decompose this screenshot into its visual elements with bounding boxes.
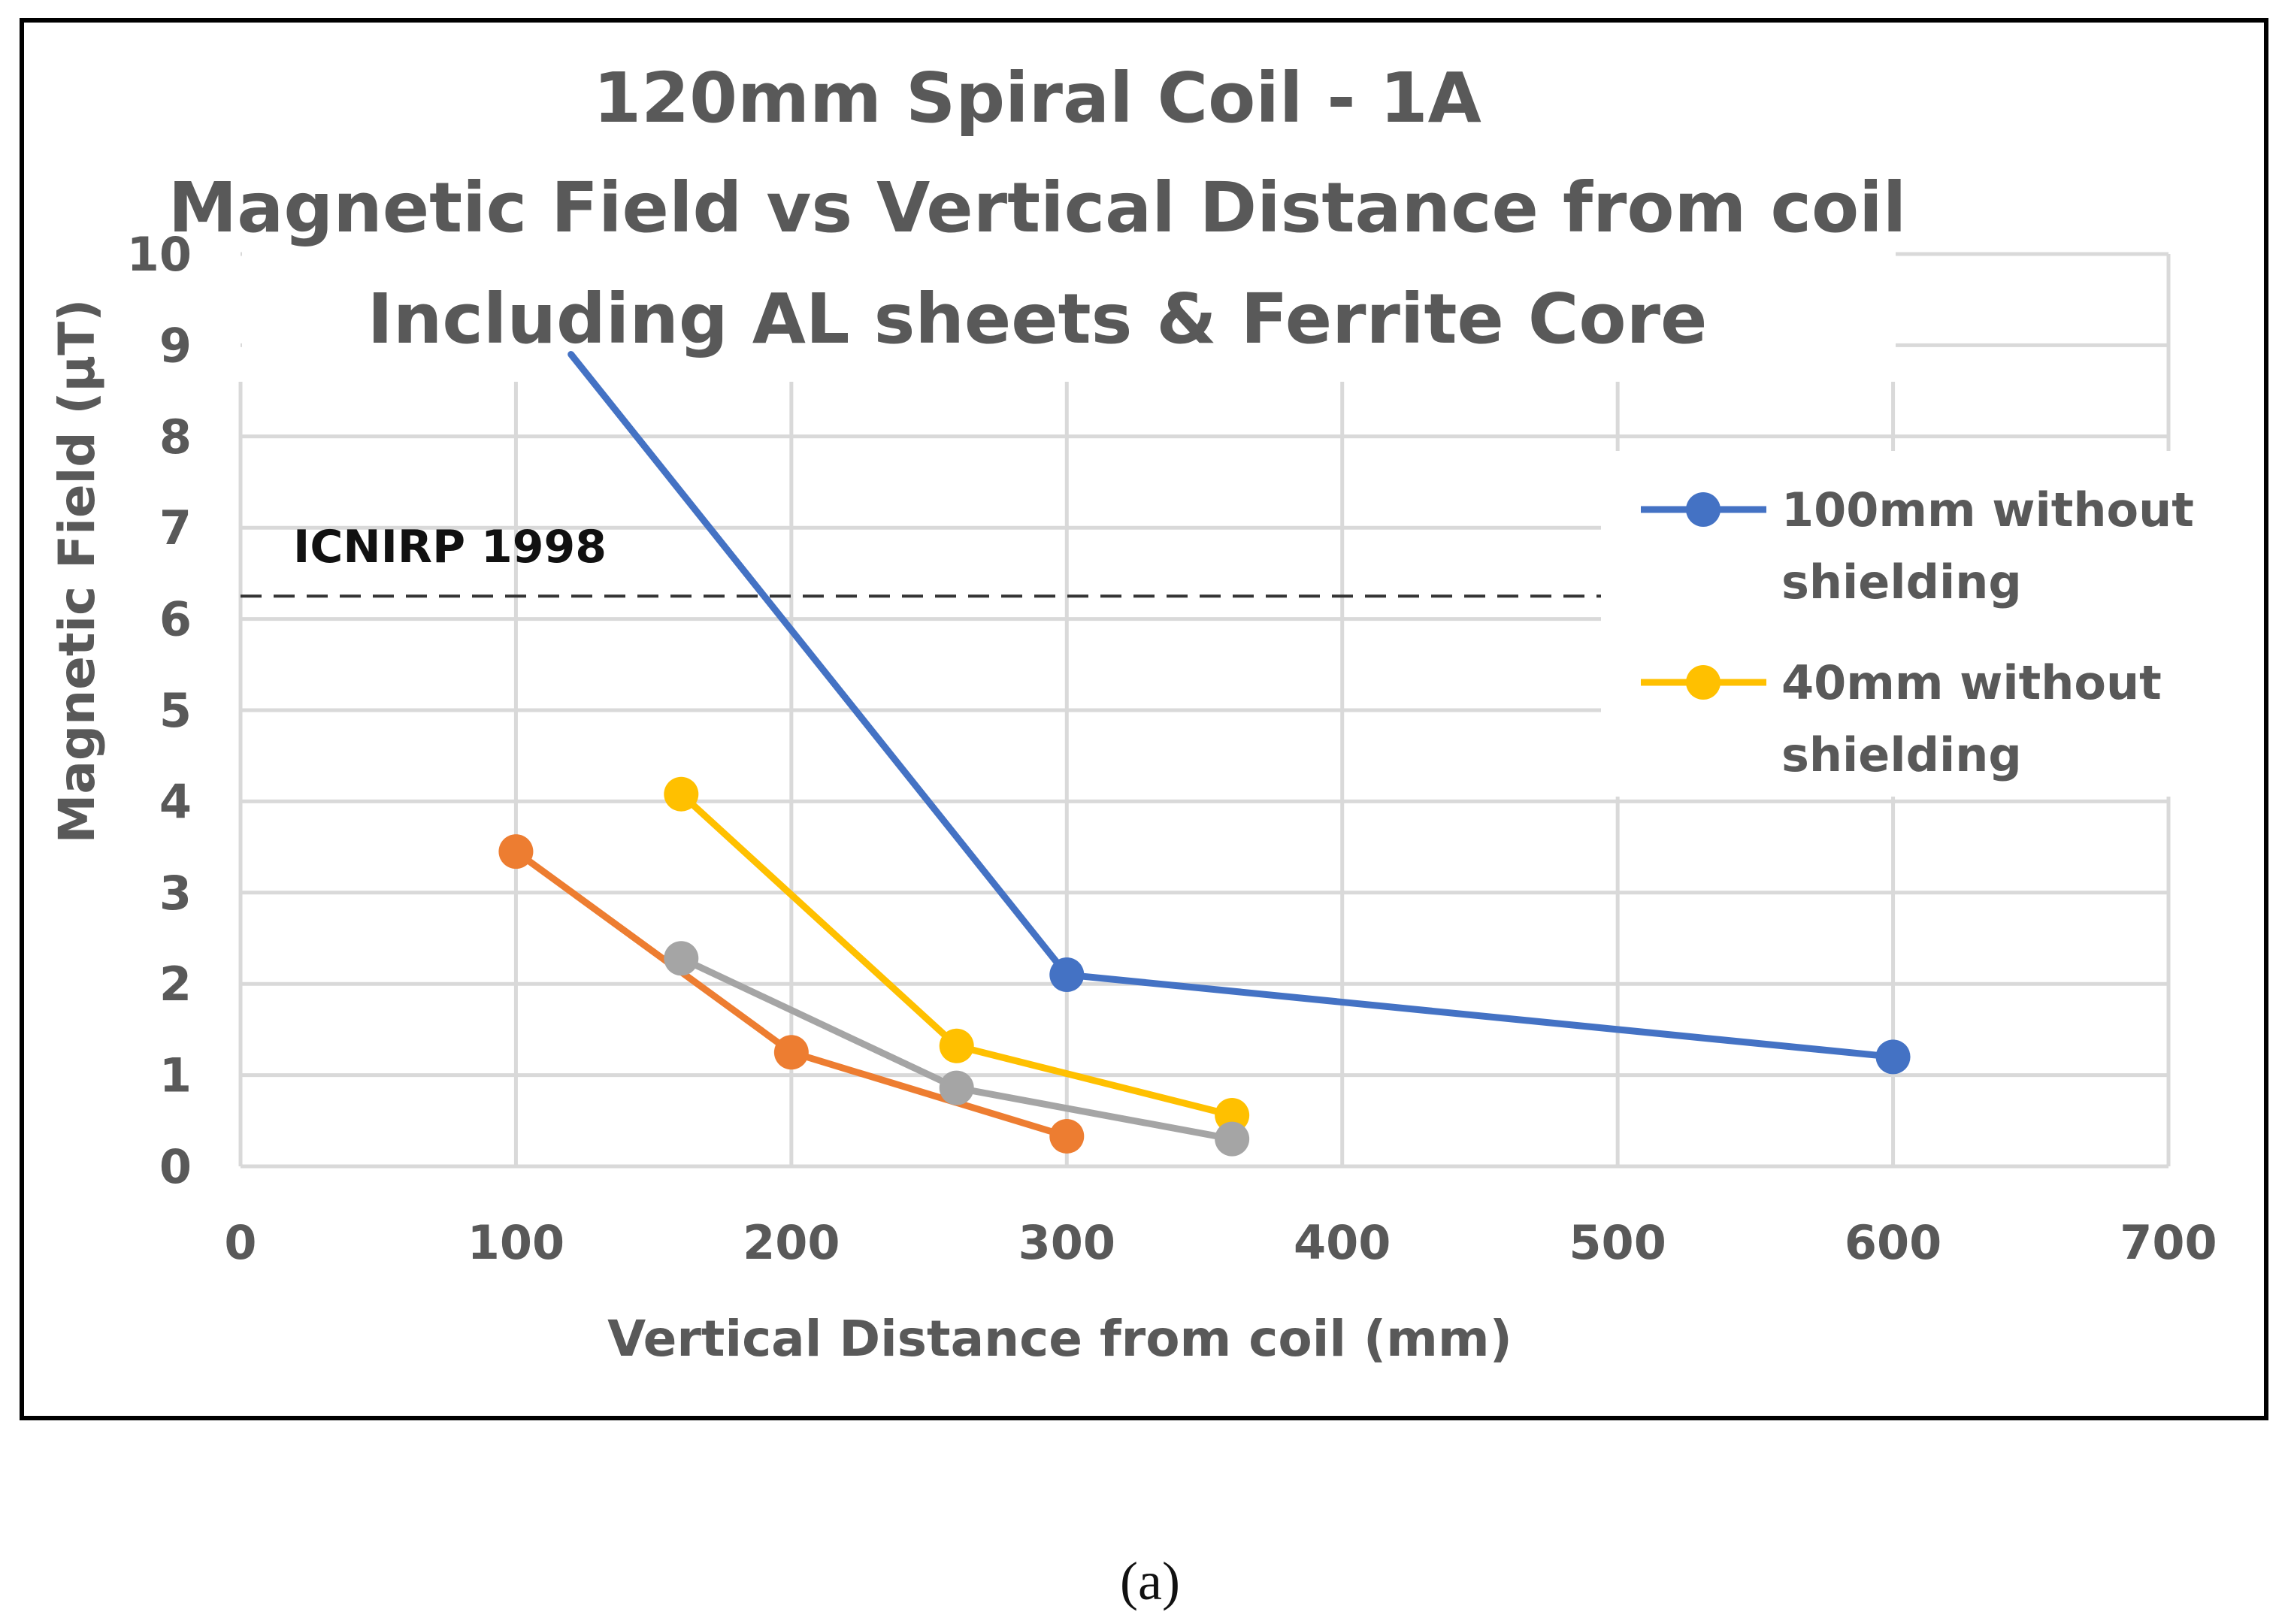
y-axis-label: Magnetic Field (μT) — [48, 299, 106, 844]
chart-title-line: Including AL sheets & Ferrite Core — [368, 279, 1708, 359]
x-tick-label: 200 — [743, 1215, 840, 1270]
figure-caption: (a) — [1120, 1551, 1180, 1611]
y-tick-label: 5 — [159, 683, 192, 738]
data-point — [1049, 957, 1085, 993]
y-tick-label: 9 — [159, 318, 192, 373]
y-tick-label: 7 — [159, 501, 192, 555]
title-background — [242, 239, 1896, 382]
legend-marker — [1686, 492, 1721, 527]
x-tick-label: 600 — [1845, 1215, 1941, 1270]
y-tick-label: 1 — [159, 1048, 192, 1103]
y-tick-label: 2 — [159, 957, 192, 1012]
x-tick-label: 700 — [2120, 1215, 2217, 1270]
legend-label: shielding — [1781, 555, 2022, 609]
y-tick-label: 0 — [159, 1139, 192, 1194]
legend-label: 100mm without — [1781, 482, 2194, 537]
legend-marker — [1686, 665, 1721, 700]
legend-label: shielding — [1781, 727, 2022, 782]
chart-title-line: Magnetic Field vs Vertical Distance from… — [168, 168, 1907, 248]
data-point — [1215, 1098, 1250, 1133]
data-point — [1875, 1039, 1911, 1075]
y-tick-label: 4 — [159, 774, 192, 829]
data-point — [939, 1028, 974, 1063]
chart-title: 120mm Spiral Coil - 1A Magnetic Field vs … — [168, 58, 1907, 359]
data-point — [1215, 1121, 1250, 1157]
legend: 100mm without shielding 40mm without shield… — [1641, 482, 2194, 782]
y-tick-label: 3 — [159, 866, 192, 921]
data-point — [1049, 1118, 1085, 1154]
data-point — [773, 1035, 809, 1070]
chart-title-line: 120mm Spiral Coil - 1A — [593, 58, 1481, 138]
data-point — [939, 1070, 974, 1105]
legend-label: 40mm without — [1781, 655, 2162, 710]
x-tick-label: 400 — [1294, 1215, 1391, 1270]
data-point — [664, 776, 699, 812]
x-tick-label: 100 — [468, 1215, 564, 1270]
reference-line-label: ICNIRP 1998 — [293, 521, 607, 573]
x-tick-label: 500 — [1569, 1215, 1666, 1270]
y-tick-label: 10 — [127, 227, 192, 282]
x-tick-label: 300 — [1018, 1215, 1115, 1270]
series-group — [498, 351, 1911, 1157]
x-tick-label: 0 — [224, 1215, 256, 1270]
y-tick-label: 6 — [159, 592, 192, 647]
data-point — [498, 834, 534, 869]
x-axis-label: Vertical Distance from coil (mm) — [607, 1310, 1512, 1368]
data-point — [664, 941, 699, 976]
y-tick-label: 8 — [159, 410, 192, 464]
